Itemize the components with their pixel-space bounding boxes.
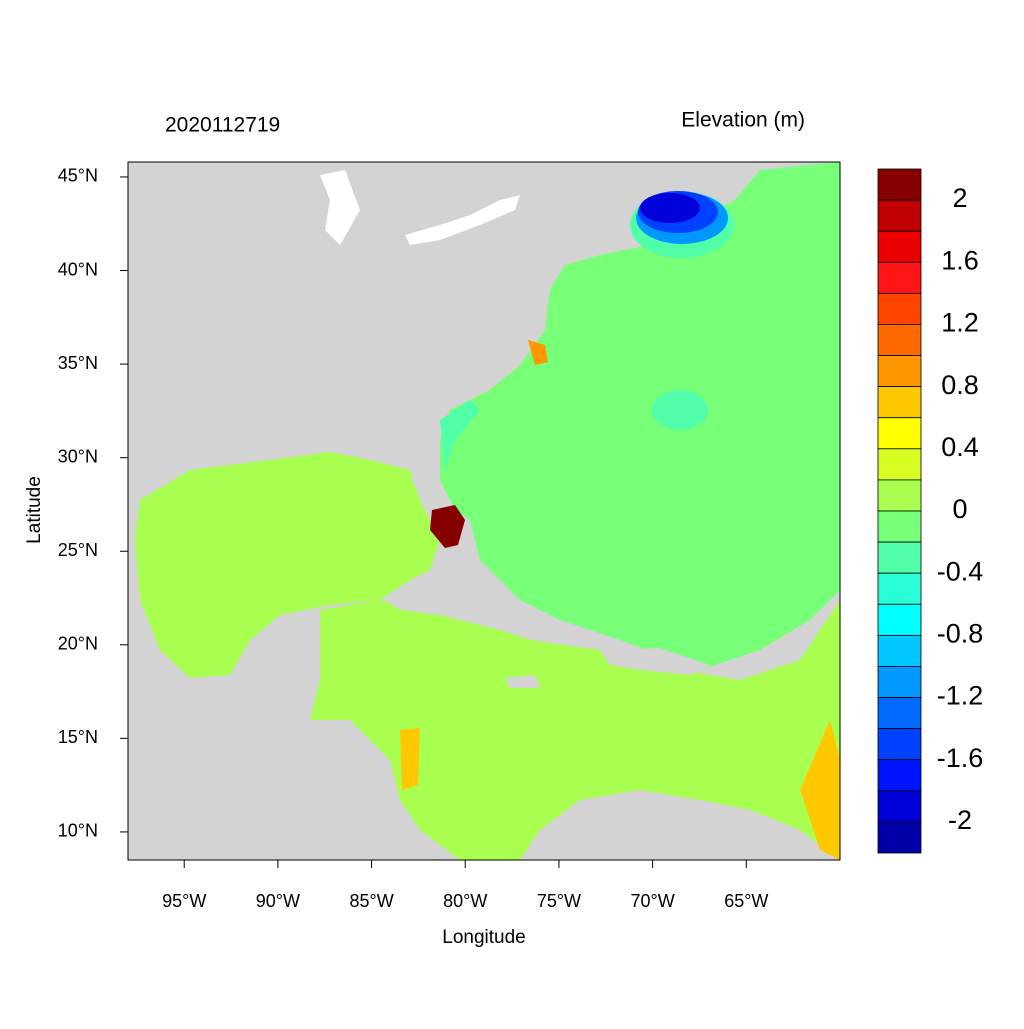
maine-field: [640, 193, 700, 223]
x-tick-label: 75°W: [537, 891, 581, 911]
colorbar-tick-label: -0.4: [937, 556, 984, 586]
colorbar-box: [877, 790, 922, 823]
colorbar-box: [877, 324, 922, 356]
colorbar-tick-label: -0.8: [937, 618, 984, 648]
colorbar-box: [877, 666, 922, 698]
x-tick-label: 70°W: [631, 891, 675, 911]
colorbar-box: [877, 292, 922, 325]
colorbar-tick-label: 2: [952, 183, 967, 213]
colorbar-tick-label: -1.2: [937, 681, 984, 711]
colorbar-box: [877, 355, 922, 388]
x-axis-label: Longitude: [442, 927, 525, 948]
y-tick-label: 35°N: [58, 353, 98, 373]
coastal-surge: [400, 728, 420, 790]
x-tick-label: 85°W: [349, 891, 393, 911]
jamaica: [505, 675, 540, 688]
colorbar-box: [877, 168, 922, 201]
colorbar-box: [877, 479, 922, 512]
x-tick-label: 80°W: [443, 891, 487, 911]
gulf-field: [135, 452, 440, 678]
y-tick-label: 30°N: [58, 446, 98, 466]
colorbar-tick-label: 0.4: [941, 432, 979, 462]
colorbar-tick-label: -1.6: [937, 743, 984, 773]
colorbar-tick-label: 0.8: [941, 370, 979, 400]
eddy: [652, 390, 708, 430]
y-tick-label: 15°N: [58, 727, 98, 747]
colorbar-box: [877, 634, 922, 667]
colorbar-box: [877, 541, 922, 574]
x-tick-label: 65°W: [724, 891, 768, 911]
colorbar-tick-label: 0: [952, 494, 967, 524]
colorbar-box: [877, 759, 922, 792]
colorbar-box: [877, 448, 922, 481]
y-axis-label: Latitude: [24, 476, 45, 544]
plot-frame: [127, 161, 841, 861]
coastal-field: [440, 400, 480, 470]
colorbar-box: [877, 821, 922, 854]
colorbar-box: [877, 386, 922, 419]
colorbar-tick-label: -2: [948, 805, 972, 835]
y-tick-label: 25°N: [58, 540, 98, 560]
colorbar-box: [877, 199, 922, 232]
x-tick-label: 90°W: [256, 891, 300, 911]
colorbar-box: [877, 697, 922, 730]
y-tick-label: 10°N: [58, 821, 98, 841]
atlantic-field: [440, 162, 840, 670]
y-tick-label: 20°N: [58, 634, 98, 654]
map-field: [127, 161, 841, 861]
hispaniola: [600, 648, 710, 675]
colorbar-box: [877, 230, 922, 263]
colorbar-box: [877, 510, 922, 543]
title: 2020112719: [165, 114, 280, 137]
x-tick-label: 95°W: [162, 891, 206, 911]
colorbar-box: [877, 728, 922, 761]
coastal-surge: [528, 340, 548, 365]
colorbar-box: [877, 572, 922, 605]
colorbar-tick-label: 1.6: [941, 245, 979, 275]
great-lakes: [320, 170, 360, 245]
colorbar-box: [877, 261, 922, 294]
y-tick-label: 40°N: [58, 259, 98, 279]
great-lakes: [405, 195, 520, 245]
axes: 95°W 90°W 85°W 80°W 75°W 70°W 65°W 10°N 15°N 20°N…: [58, 166, 769, 911]
colorbar-tick-label: 1.2: [941, 308, 979, 338]
y-tick-label: 45°N: [58, 166, 98, 186]
colorbar-box: [877, 417, 922, 450]
colorbar-box: [877, 603, 922, 636]
caribbean-field: [310, 600, 840, 860]
florida-surge: [430, 505, 465, 548]
cuba: [385, 590, 590, 645]
colorbar: 2 1.6 1.2 0.8 0.4 0 -0.4 -0.8 -1.2 -1.6 -2: [877, 168, 984, 854]
subtitle: Elevation (m): [681, 109, 805, 132]
coastal-surge: [800, 720, 840, 860]
